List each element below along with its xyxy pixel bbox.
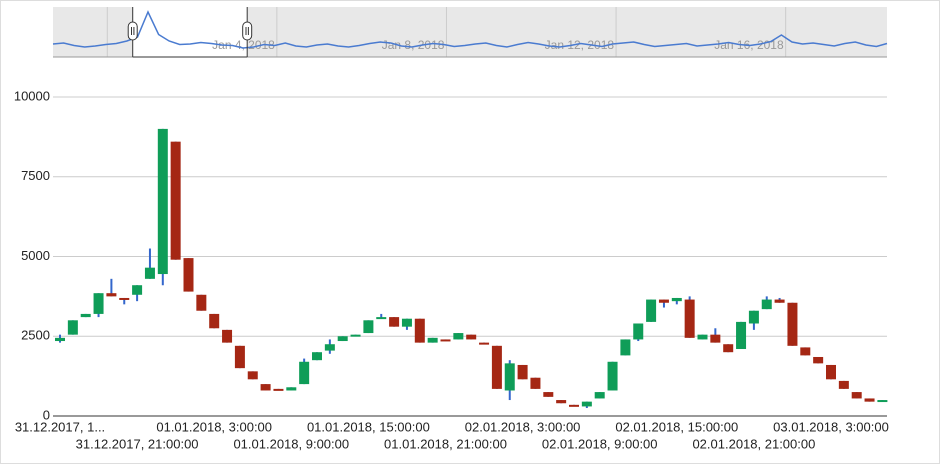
candle-body <box>93 293 104 314</box>
candle-body <box>710 334 721 343</box>
candle-body <box>864 398 875 402</box>
candle-body <box>787 302 798 346</box>
candle-body <box>350 334 361 337</box>
candle-body <box>620 339 631 356</box>
candle-body <box>800 347 811 356</box>
candle-body <box>414 318 425 343</box>
navigator-tick-label: Jan 4, 2018 <box>212 38 275 52</box>
candle-body <box>723 344 734 353</box>
candle-body <box>144 267 155 279</box>
y-tick-label: 0 <box>43 407 50 422</box>
candle-body <box>286 387 297 391</box>
candle-body <box>658 299 669 303</box>
candle-body <box>132 285 143 295</box>
plot-area: 0 2500 5000 7500 10000 31.12.2017, 1... 31.12.… <box>14 88 889 451</box>
candle-body <box>209 313 220 329</box>
candle-body <box>479 342 490 345</box>
candle-body <box>671 297 682 302</box>
x-tick-label: 01.01.2018, 3:00:00 <box>156 419 272 434</box>
candle-body <box>312 352 322 361</box>
candle-body <box>106 293 117 297</box>
y-tick-label: 7500 <box>21 168 50 183</box>
candle-body <box>556 400 567 404</box>
navigator-selection[interactable] <box>132 7 248 57</box>
candle-body <box>517 364 528 380</box>
candle-body <box>466 334 477 340</box>
candle-body <box>774 299 785 303</box>
x-tick-label: 31.12.2017, 1... <box>15 419 105 434</box>
candle-body <box>170 141 181 260</box>
x-tick-label: 31.12.2017, 21:00:00 <box>76 436 199 451</box>
candle-body <box>299 361 310 385</box>
candle-body <box>222 329 233 343</box>
candle-body <box>273 388 284 391</box>
selection-handle[interactable] <box>127 21 138 41</box>
navigator-tick-label: Jan 8, 2018 <box>382 38 445 52</box>
candle-body <box>401 318 412 327</box>
candle-body <box>491 345 502 389</box>
candle-body <box>427 337 438 343</box>
candle-body <box>157 128 168 275</box>
candle-body <box>234 345 245 369</box>
candle-body <box>376 317 387 320</box>
x-tick-label: 02.01.2018, 21:00:00 <box>692 436 815 451</box>
x-tick-label: 02.01.2018, 9:00:00 <box>542 436 658 451</box>
candle-body <box>736 321 747 350</box>
candle-body <box>826 364 836 380</box>
candle-body <box>581 401 592 407</box>
candle-body <box>453 333 464 340</box>
candle-body <box>183 258 194 292</box>
candle-body <box>324 344 335 351</box>
candle-body <box>67 320 78 335</box>
x-tick-label: 03.01.2018, 3:00:00 <box>773 419 889 434</box>
x-tick-label: 01.01.2018, 21:00:00 <box>384 436 507 451</box>
candle-body <box>337 336 348 342</box>
x-tick-label: 02.01.2018, 3:00:00 <box>465 419 581 434</box>
candle-body <box>646 299 657 322</box>
x-tick-label: 02.01.2018, 15:00:00 <box>615 419 738 434</box>
candle-body <box>440 339 451 342</box>
candle-body <box>569 404 579 407</box>
range-navigator[interactable]: Jan 4, 2018 Jan 8, 2018 Jan 12, 2018 Jan 16… <box>52 7 888 58</box>
candle-body <box>633 323 644 340</box>
candle-body <box>684 299 695 338</box>
candle-body <box>761 299 772 310</box>
candle-body <box>260 384 271 391</box>
candle-body <box>530 377 541 389</box>
candle-body <box>748 310 759 324</box>
candle-body <box>363 320 374 334</box>
candle-body <box>543 392 554 397</box>
candle-body <box>607 361 618 391</box>
x-tick-label: 01.01.2018, 15:00:00 <box>307 419 430 434</box>
candle-body <box>196 294 207 311</box>
candle-body <box>697 334 708 340</box>
candle-body <box>813 356 824 364</box>
y-tick-label: 10000 <box>14 88 50 103</box>
navigator-tick-label: Jan 12, 2018 <box>545 38 615 52</box>
navigator-line <box>52 10 888 49</box>
candle-body <box>851 392 862 399</box>
candle-body <box>838 380 849 389</box>
candle-body <box>55 337 65 342</box>
candle-body <box>877 400 888 403</box>
candle-body <box>504 363 515 391</box>
candle-body <box>247 371 258 380</box>
x-tick-label: 01.01.2018, 9:00:00 <box>233 436 349 451</box>
candle-body <box>389 317 400 327</box>
candle-body <box>594 392 605 399</box>
selection-handle[interactable] <box>242 21 253 41</box>
candle-body <box>80 313 91 318</box>
y-tick-label: 2500 <box>21 328 50 343</box>
candle-body <box>119 297 130 300</box>
y-tick-label: 5000 <box>21 248 50 263</box>
